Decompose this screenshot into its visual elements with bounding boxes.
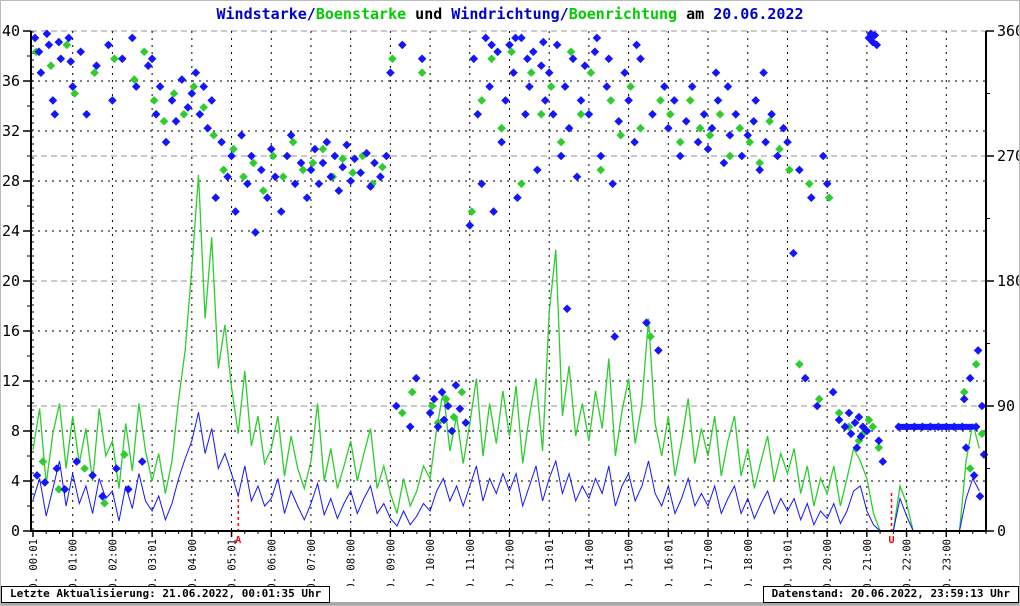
left-tick-label: 24 [2, 222, 20, 240]
left-tick-label: 40 [2, 22, 20, 40]
right-tick-label: 180 [997, 272, 1020, 290]
x-tick-label: 20. 07:00 [306, 539, 318, 596]
x-tick-label: 20. 06:00 [266, 539, 278, 596]
title-part: am [677, 5, 714, 23]
x-tick-label: 20. 18:00 [743, 539, 755, 596]
left-tick-label: 32 [2, 122, 20, 140]
x-tick-label: 20. 02:00 [107, 539, 119, 596]
right-tick-label: 270 [997, 147, 1020, 165]
x-tick-label: 20. 15:00 [624, 539, 636, 596]
page-title: Windstarke/Boenstarke und Windrichtung/B… [1, 5, 1019, 23]
title-part: Windrichtung/ [451, 5, 569, 23]
left-tick-label: 12 [2, 372, 20, 390]
x-tick-label: 20. 03:01 [147, 539, 159, 596]
x-tick-label: 20. 04:00 [187, 539, 199, 596]
x-tick-label: 20. 09:00 [385, 539, 397, 596]
title-part: Boenrichtung [568, 5, 678, 23]
status-bar: Letzte Aktualisierung: 21.06.2022, 00:01… [1, 586, 1019, 605]
left-tick-label: 0 [11, 522, 20, 540]
title-part: Windstarke/ [216, 5, 316, 23]
x-tick-label: 20. 21:00 [862, 539, 874, 596]
left-tick-label: 16 [2, 322, 20, 340]
wind-direction-markers [30, 29, 989, 501]
x-tick-label: 20. 20:00 [822, 539, 834, 596]
sun-marker-label: U [888, 535, 894, 546]
wind-speed-line [32, 412, 980, 532]
left-tick-label: 20 [2, 272, 20, 290]
x-tick-label: 20. 00:01 [28, 539, 40, 596]
data-state-label: Datenstand: 20.06.2022, 23:59:13 Uhr [762, 586, 1019, 603]
x-tick-label: 20. 01:00 [68, 539, 80, 596]
x-tick-label: 20. 10:00 [425, 539, 437, 596]
left-tick-label: 28 [2, 172, 20, 190]
title-part: 20.06.2022 [713, 5, 804, 23]
right-tick-label: 90 [997, 397, 1015, 415]
x-tick-label: 20. 13:01 [544, 539, 556, 596]
x-tick-label: 20. 17:00 [703, 539, 715, 596]
left-tick-label: 36 [2, 72, 20, 90]
gust-speed-line [32, 174, 981, 532]
x-tick-label: 20. 14:00 [584, 539, 596, 596]
x-tick-label: 20. 05:01 [227, 539, 239, 596]
x-tick-label: 20. 08:00 [346, 539, 358, 596]
x-tick-label: 20. 23:00 [941, 539, 953, 596]
title-part: und [406, 5, 452, 23]
right-tick-label: 0 [997, 522, 1006, 540]
x-tick-label: 20. 19:01 [782, 539, 794, 596]
x-tick-label: 20. 11:00 [465, 539, 477, 596]
left-tick-label: 8 [11, 422, 20, 440]
left-tick-label: 4 [11, 472, 20, 490]
x-tick-label: 20. 16:01 [663, 539, 675, 596]
right-tick-label: 360 [997, 22, 1020, 40]
last-update-label: Letzte Aktualisierung: 21.06.2022, 00:01… [1, 586, 331, 603]
x-tick-label: 20. 12:00 [505, 539, 517, 596]
sun-marker-label: A [235, 535, 241, 546]
gust-direction-markers [31, 40, 987, 508]
x-tick-label: 20. 22:00 [902, 539, 914, 596]
title-part: Boenstarke [315, 5, 407, 23]
